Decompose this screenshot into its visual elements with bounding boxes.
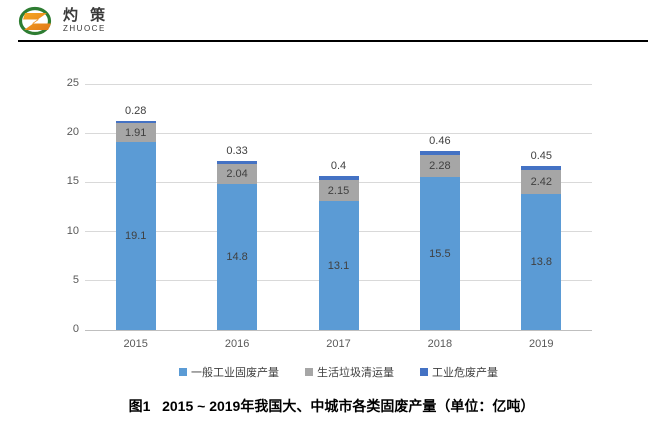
y-tick-label: 10 <box>66 224 79 237</box>
bar-value-label: 19.1 <box>124 230 147 243</box>
bar-value-label: 0.33 <box>226 145 248 158</box>
gridline <box>85 132 592 134</box>
bar-value-label: 15.5 <box>429 247 451 260</box>
bar-segment-3 <box>217 161 258 165</box>
legend-swatch-icon <box>305 368 313 376</box>
legend-item: 一般工业固废产量 <box>179 364 279 380</box>
bar-segment-3 <box>521 165 562 171</box>
legend-item: 工业危废产量 <box>420 364 498 380</box>
bar-value-label: 0.4 <box>330 160 347 173</box>
bar-value-label: 0.28 <box>124 104 147 117</box>
legend-label: 生活垃圾清运量 <box>317 367 394 379</box>
bar-segment-2 <box>217 164 258 185</box>
bar-value-label: 0.46 <box>429 134 451 147</box>
bar-value-label: 2.28 <box>429 160 451 173</box>
y-tick-label: 20 <box>66 126 79 139</box>
bar-segment-1 <box>419 177 460 330</box>
plot-area: 0 5 10 15 20 25 19.1 1.91 0.28 2015 14.8 2.04 0.33 20… <box>67 77 592 350</box>
bar-value-label: 2.42 <box>530 176 552 189</box>
bar-value-label: 0.45 <box>530 149 552 162</box>
bar-segment-1 <box>318 201 359 330</box>
bar-value-label: 2.15 <box>327 184 350 197</box>
x-tick-label: 2016 <box>224 338 250 350</box>
logo: 灼 策 ZHUOCE <box>18 4 109 37</box>
bar-segment-3 <box>419 150 460 156</box>
legend-label: 工业危废产量 <box>432 367 498 379</box>
bar-value-label: 13.1 <box>327 259 350 272</box>
logo-name-en: ZHUOCE <box>63 24 106 33</box>
bar-segment-1 <box>217 184 258 330</box>
header-divider <box>18 40 648 42</box>
logo-name-cn: 灼 策 <box>63 7 110 24</box>
bar-segment-2 <box>419 155 460 178</box>
x-tick-label: 2019 <box>529 338 554 350</box>
legend-item: 生活垃圾清运量 <box>305 364 394 380</box>
logo-text: 灼 策 ZHUOCE <box>63 8 109 33</box>
gridline <box>85 83 592 85</box>
stacked-bar-chart: 0 5 10 15 20 25 19.1 1.91 0.28 2015 14.8 2.04 0.33 20… <box>0 44 663 384</box>
bar-segment-2 <box>521 170 562 195</box>
legend-label: 一般工业固废产量 <box>191 367 279 379</box>
bar-segment-1 <box>115 142 156 330</box>
x-tick-label: 2018 <box>427 338 453 350</box>
x-tick-label: 2015 <box>123 338 148 350</box>
bar-value-label: 13.8 <box>530 256 552 269</box>
figure-caption: 图1 2015 ~ 2019年我国大、中城市各类固废产量（单位：亿吨） <box>128 398 535 414</box>
bar-segment-3 <box>115 120 156 124</box>
y-tick-label: 15 <box>66 175 79 188</box>
y-tick-label: 5 <box>72 273 79 286</box>
zhuoce-logo-icon <box>18 6 52 36</box>
bar-segment-3 <box>318 176 359 180</box>
bar-segment-1 <box>521 194 562 330</box>
bar-segment-2 <box>115 123 156 143</box>
bar-segment-2 <box>318 179 359 202</box>
y-tick-label: 0 <box>72 323 79 335</box>
y-tick-label: 25 <box>66 77 79 89</box>
bar-value-label: 1.91 <box>124 126 147 139</box>
gridline <box>85 329 592 331</box>
chart-legend: 一般工业固废产量 生活垃圾清运量 工业危废产量 <box>85 364 592 380</box>
legend-swatch-icon <box>179 368 187 376</box>
legend-swatch-icon <box>420 368 428 376</box>
bar-value-label: 14.8 <box>226 251 248 264</box>
bar-value-label: 2.04 <box>226 168 248 181</box>
x-tick-label: 2017 <box>326 338 351 350</box>
